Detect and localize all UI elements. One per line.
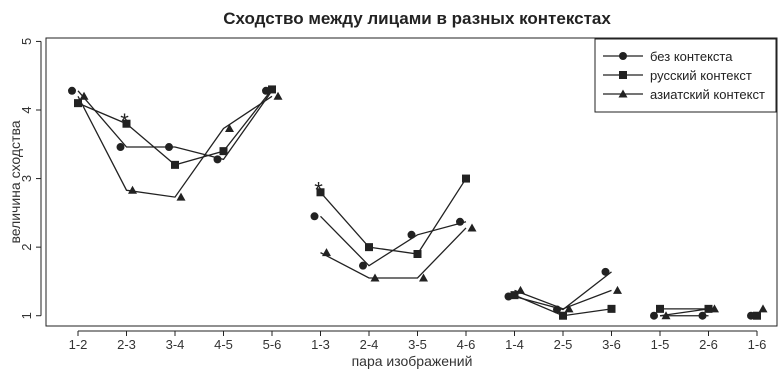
data-point-triangle <box>564 304 574 313</box>
legend-marker-circle <box>619 52 627 60</box>
data-point-square <box>510 291 519 300</box>
plot-frame <box>45 37 778 327</box>
data-point-triangle <box>516 285 525 294</box>
data-point-triangle <box>613 285 622 294</box>
series-без-контекста <box>68 86 755 320</box>
legend-label-russkiy-kontekst: русский контекст <box>650 68 752 83</box>
data-point-triangle <box>273 91 283 100</box>
legend-label-bez-konteksta: без контекста <box>650 49 733 64</box>
y-tick-label: 2 <box>19 244 34 251</box>
data-point-triangle <box>370 273 380 282</box>
x-tick-label-2-3: 2-3 <box>117 337 136 352</box>
data-point-square <box>268 85 276 94</box>
data-point-circle <box>601 267 610 276</box>
y-tick-label: 1 <box>19 312 34 319</box>
x-tick-label-1-2: 1-2 <box>69 337 88 352</box>
series-русский-контекст <box>74 85 761 320</box>
data-point-triangle <box>467 223 477 232</box>
data-point-circle <box>650 311 658 320</box>
y-tick-label: 4 <box>19 106 34 113</box>
series-line-азиатский-контекст <box>514 289 612 310</box>
series-азиатский-контекст <box>77 91 768 320</box>
data-point-square <box>753 311 761 320</box>
x-tick-label-5-6: 5-6 <box>263 337 282 352</box>
series-line-азиатский-контекст <box>320 227 467 279</box>
data-point-circle <box>68 86 76 95</box>
series-line-без-контекста <box>514 271 612 311</box>
series-line-азиатский-контекст <box>659 308 709 317</box>
x-tick-label-1-4: 1-4 <box>505 337 524 352</box>
legend: без контекста русский контекст азиатский… <box>594 38 777 113</box>
series-line-без-контекста <box>77 90 273 161</box>
x-tick-label-2-5: 2-5 <box>554 337 573 352</box>
data-point-circle <box>407 230 416 239</box>
data-point-square <box>559 311 567 320</box>
data-point-triangle <box>225 124 234 133</box>
data-point-triangle <box>176 192 186 201</box>
data-point-triangle <box>128 185 137 194</box>
y-axis: 1 2 3 4 5 <box>19 38 42 319</box>
data-point-square <box>656 304 664 313</box>
data-point-square <box>316 188 325 197</box>
x-tick-label-4-6: 4-6 <box>457 337 476 352</box>
x-tick-label-4-5: 4-5 <box>214 337 233 352</box>
data-point-circle <box>310 212 319 221</box>
chart-title: Сходство между лицами в разных контекста… <box>223 9 611 28</box>
annotation-layer: ** <box>120 109 323 203</box>
x-tick-label-1-5: 1-5 <box>651 337 670 352</box>
legend-label-aziatskiy-kontekst: азиатский контекст <box>650 87 765 102</box>
data-point-triangle <box>322 248 331 257</box>
data-point-square <box>413 250 422 258</box>
data-point-square <box>462 174 470 183</box>
x-tick-label-3-5: 3-5 <box>408 337 427 352</box>
significance-asterisk: * <box>120 109 129 134</box>
series-line-русский-контекст <box>320 178 467 255</box>
data-point-circle <box>698 311 707 320</box>
data-point-circle <box>456 217 464 226</box>
data-point-triangle <box>758 304 768 313</box>
y-axis-label: величина сходства <box>7 120 23 243</box>
series-layer <box>68 85 768 320</box>
data-point-square <box>607 304 616 313</box>
x-tick-label-1-6: 1-6 <box>748 337 767 352</box>
data-point-square <box>365 243 373 252</box>
data-point-circle <box>213 155 222 164</box>
series-line-азиатский-контекст <box>77 95 273 198</box>
data-point-square <box>122 119 131 128</box>
x-tick-label-3-6: 3-6 <box>602 337 621 352</box>
legend-marker-triangle <box>618 89 628 98</box>
data-point-square <box>171 160 179 169</box>
data-point-circle <box>165 143 173 152</box>
significance-asterisk: * <box>314 177 323 202</box>
x-axis: 1-2 2-3 3-4 4-5 5-6 1-3 2-4 3-5 4-6 1-4 2-5 3-6 1-5 2… <box>69 330 767 352</box>
x-tick-label-3-4: 3-4 <box>166 337 185 352</box>
data-point-square <box>74 99 82 108</box>
data-point-triangle <box>79 91 89 100</box>
x-tick-label-1-3: 1-3 <box>311 337 330 352</box>
data-point-triangle <box>661 311 671 320</box>
x-tick-label-2-4: 2-4 <box>360 337 379 352</box>
series-line-без-контекста <box>320 215 467 267</box>
data-point-square <box>219 147 228 156</box>
data-point-circle <box>116 143 125 152</box>
y-tick-label: 5 <box>19 38 34 45</box>
data-point-triangle <box>419 273 428 282</box>
legend-marker-square <box>619 71 627 79</box>
y-tick-label: 3 <box>19 175 34 182</box>
x-axis-label: пара изображений <box>352 353 473 369</box>
data-point-circle <box>359 261 367 270</box>
x-tick-label-2-6: 2-6 <box>699 337 718 352</box>
data-point-triangle <box>710 304 719 313</box>
